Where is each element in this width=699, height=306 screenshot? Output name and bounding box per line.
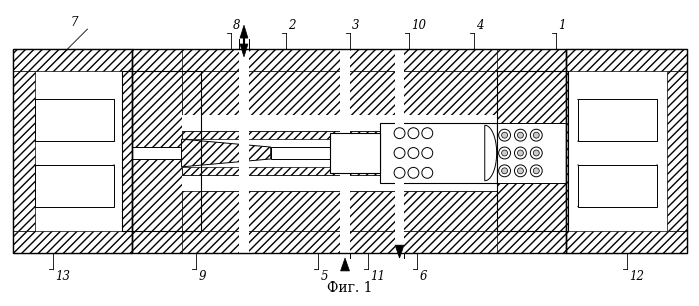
Bar (566, 49, 687, 253)
Circle shape (498, 129, 510, 141)
Bar (122, 71, 150, 231)
Circle shape (408, 128, 419, 139)
Circle shape (517, 132, 524, 138)
Circle shape (517, 168, 524, 174)
Polygon shape (240, 25, 248, 38)
Bar (122, 71, 201, 231)
Bar (122, 71, 201, 231)
Circle shape (531, 147, 542, 159)
Circle shape (514, 147, 526, 159)
Bar (578, 99, 657, 141)
Bar (330, 133, 380, 173)
Bar (497, 71, 568, 231)
Bar (182, 115, 497, 191)
Bar (132, 49, 566, 253)
Text: 11: 11 (370, 270, 385, 283)
Polygon shape (340, 258, 350, 271)
Circle shape (498, 147, 510, 159)
Polygon shape (240, 44, 248, 57)
Circle shape (502, 168, 507, 174)
Bar (578, 165, 657, 207)
Bar (540, 71, 568, 231)
Bar (395, 39, 405, 263)
Circle shape (533, 168, 539, 174)
Text: 4: 4 (476, 19, 483, 32)
Bar (35, 99, 114, 141)
Circle shape (394, 167, 405, 178)
Text: 10: 10 (412, 19, 426, 32)
Bar (566, 231, 687, 253)
Circle shape (533, 132, 539, 138)
Bar (566, 49, 687, 253)
Bar (340, 39, 350, 263)
Text: 2: 2 (287, 19, 295, 32)
Circle shape (502, 150, 507, 156)
Bar (13, 49, 132, 253)
Bar (497, 71, 568, 231)
Bar (173, 71, 201, 231)
Bar (35, 165, 114, 207)
Text: 1: 1 (558, 19, 565, 32)
Bar (132, 147, 182, 159)
Bar (13, 231, 687, 253)
Bar (13, 49, 687, 71)
Text: 9: 9 (199, 270, 206, 283)
Bar (182, 49, 497, 71)
Bar (132, 231, 566, 253)
Bar (380, 123, 497, 183)
Text: 7: 7 (71, 16, 78, 29)
Text: 12: 12 (629, 270, 644, 283)
Text: 13: 13 (55, 270, 70, 283)
Bar (182, 131, 398, 175)
Circle shape (408, 167, 419, 178)
Bar (182, 71, 497, 115)
Circle shape (421, 167, 433, 178)
Bar (13, 231, 132, 253)
Bar (132, 49, 566, 71)
Polygon shape (395, 245, 404, 258)
Circle shape (394, 147, 405, 159)
Text: 3: 3 (352, 19, 359, 32)
Bar (182, 191, 497, 231)
Bar (13, 71, 35, 231)
Circle shape (502, 132, 507, 138)
Text: Фиг. 1: Фиг. 1 (327, 281, 373, 295)
Polygon shape (485, 125, 497, 181)
Circle shape (421, 128, 433, 139)
Bar (13, 49, 132, 253)
Text: 5: 5 (320, 270, 328, 283)
Bar (497, 71, 524, 231)
Circle shape (531, 165, 542, 177)
Circle shape (514, 165, 526, 177)
Circle shape (517, 150, 524, 156)
Bar (239, 49, 249, 253)
Text: 6: 6 (419, 270, 427, 283)
Circle shape (408, 147, 419, 159)
Bar (182, 131, 398, 139)
Circle shape (394, 128, 405, 139)
Bar (271, 147, 380, 159)
Bar (182, 167, 398, 175)
Circle shape (498, 165, 510, 177)
Bar (13, 49, 132, 71)
Bar (667, 71, 687, 231)
Bar (566, 49, 687, 71)
Bar (132, 71, 182, 231)
Bar (182, 231, 497, 253)
Circle shape (514, 129, 526, 141)
Bar (497, 71, 568, 231)
Bar (497, 123, 566, 183)
Circle shape (531, 129, 542, 141)
Polygon shape (182, 139, 271, 167)
Circle shape (533, 150, 539, 156)
Text: 8: 8 (233, 19, 240, 32)
Circle shape (421, 147, 433, 159)
